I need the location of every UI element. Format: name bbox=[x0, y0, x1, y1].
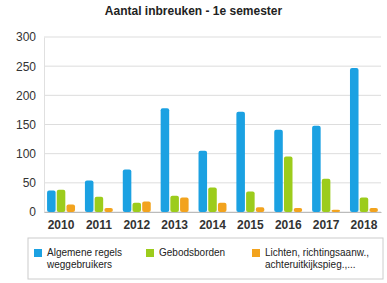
tick-label: 2013 bbox=[161, 218, 188, 232]
tick-label: 200 bbox=[16, 89, 36, 103]
bar bbox=[284, 157, 293, 212]
legend-label: Algemene regelsweggebruikers bbox=[46, 247, 122, 270]
axis-line bbox=[44, 38, 45, 213]
tick-label: 250 bbox=[16, 60, 36, 74]
tick-label: 2018 bbox=[351, 218, 378, 232]
tick: 2011 bbox=[86, 212, 112, 232]
bar bbox=[294, 208, 303, 212]
bar bbox=[218, 203, 227, 212]
bar bbox=[199, 151, 208, 212]
series bbox=[57, 157, 368, 212]
grid-line bbox=[44, 37, 381, 38]
bar bbox=[57, 190, 66, 212]
bar bbox=[142, 202, 151, 213]
grid-line bbox=[44, 124, 381, 125]
bar bbox=[85, 181, 94, 213]
tick: 2010 bbox=[48, 212, 75, 232]
bar bbox=[256, 207, 265, 212]
grid bbox=[44, 37, 381, 212]
legend: Algemene regelsweggebruikers Gebodsborden… bbox=[28, 238, 383, 279]
tick: 100 bbox=[16, 147, 44, 161]
bar bbox=[236, 112, 245, 212]
tick-label: 2010 bbox=[48, 218, 75, 232]
bar bbox=[132, 203, 141, 212]
bar bbox=[332, 210, 341, 212]
legend-swatch bbox=[146, 249, 154, 257]
tick-label: 50 bbox=[23, 176, 37, 190]
tick: 2014 bbox=[199, 212, 226, 232]
tick-label: 300 bbox=[16, 30, 36, 44]
title: Aantal inbreuken - 1e semester bbox=[105, 4, 283, 18]
tick-label: 2012 bbox=[123, 218, 150, 232]
tick: 2015 bbox=[237, 212, 264, 232]
tick: 50 bbox=[23, 176, 44, 190]
plot: 0501001502002503002010201120122013201420… bbox=[16, 30, 382, 231]
tick-label: 2011 bbox=[86, 218, 112, 232]
bar bbox=[180, 197, 189, 212]
tick-label: 2014 bbox=[199, 218, 226, 232]
bar bbox=[350, 68, 359, 212]
bar bbox=[161, 108, 170, 212]
grid-line bbox=[44, 66, 381, 67]
tick: 2013 bbox=[161, 212, 188, 232]
bar bbox=[170, 196, 179, 212]
bar bbox=[246, 192, 255, 212]
bar bbox=[208, 188, 217, 213]
grid-line bbox=[44, 95, 381, 96]
y-axis: 0 50 100 150 200 250 300 bbox=[16, 30, 45, 219]
tick: 150 bbox=[16, 118, 44, 132]
tick: 250 bbox=[16, 60, 44, 74]
bar bbox=[312, 126, 321, 212]
bar bbox=[104, 208, 113, 212]
tick: 2016 bbox=[275, 212, 302, 232]
tick: 300 bbox=[16, 30, 44, 44]
tick: 2017 bbox=[313, 212, 340, 232]
tick-label: 100 bbox=[16, 147, 36, 161]
bar bbox=[360, 197, 369, 212]
legend-swatch bbox=[34, 249, 42, 257]
chart: Aantal inbreuken - 1e semester 0 50 100 150 2… bbox=[0, 0, 387, 283]
bars bbox=[47, 68, 378, 212]
bar bbox=[274, 130, 283, 212]
axis-line bbox=[45, 212, 382, 213]
legend-label: Gebodsborden bbox=[159, 247, 225, 258]
bar bbox=[66, 204, 75, 212]
grid-line bbox=[44, 153, 381, 154]
tick-label: 2016 bbox=[275, 218, 302, 232]
bar bbox=[369, 208, 378, 212]
tick-label: 150 bbox=[16, 118, 36, 132]
tick-label: 2015 bbox=[237, 218, 264, 232]
bar bbox=[322, 179, 331, 212]
bar bbox=[123, 169, 132, 212]
legend-frame bbox=[28, 238, 383, 279]
tick-label: 2017 bbox=[313, 218, 340, 232]
tick: 0 bbox=[29, 205, 44, 219]
tick: 2018 bbox=[351, 212, 378, 232]
series bbox=[47, 68, 358, 212]
legend-label: Lichten, richtingsaanw.,achteruitkijkspi… bbox=[265, 247, 369, 270]
tick-label: 0 bbox=[29, 205, 36, 219]
x-axis: 2010 2011 2012 2013 2014 2015 2016 2017 2018 bbox=[45, 212, 382, 232]
bar bbox=[47, 190, 56, 212]
bar bbox=[95, 197, 104, 212]
legend-swatch bbox=[252, 249, 260, 257]
tick: 200 bbox=[16, 89, 44, 103]
tick: 2012 bbox=[123, 212, 150, 232]
grid-line bbox=[44, 182, 381, 183]
series bbox=[66, 197, 377, 212]
